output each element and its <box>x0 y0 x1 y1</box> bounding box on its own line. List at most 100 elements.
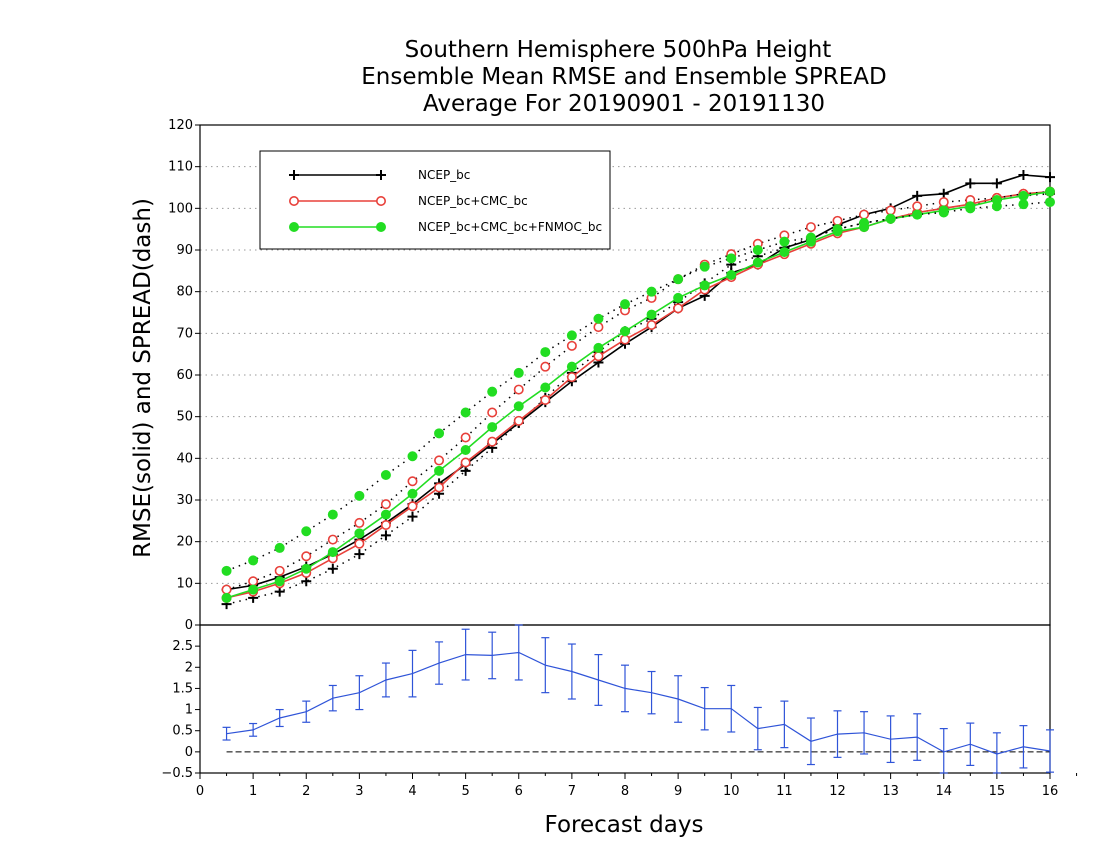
difference-series <box>222 624 1054 774</box>
spread-point <box>487 407 498 418</box>
spread-point <box>380 499 391 510</box>
rmse-point <box>354 528 365 539</box>
spread-point <box>221 565 232 576</box>
rmse-point <box>726 270 737 280</box>
y-tick-label: 2.5 <box>172 639 193 654</box>
rmse-point <box>274 576 285 587</box>
spread-point <box>354 549 365 560</box>
spread-point <box>912 209 923 220</box>
rmse-point <box>938 188 949 199</box>
spread-point <box>460 407 471 418</box>
rmse-point <box>407 488 418 499</box>
spread-point <box>859 217 870 228</box>
rmse-point <box>460 445 471 455</box>
x-tick-label: 4 <box>408 784 416 799</box>
x-axis-label: Forecast days <box>545 812 704 838</box>
spread-point <box>752 245 763 255</box>
spread-line <box>226 201 1051 572</box>
spread-point <box>859 209 870 220</box>
legend-marker <box>375 196 386 207</box>
x-tick-label: 13 <box>882 784 899 799</box>
spread-point <box>593 322 604 333</box>
x-tick-label: 2 <box>302 784 310 799</box>
rmse-point <box>673 303 684 314</box>
y-tick-label: 100 <box>168 201 193 216</box>
rmse-point <box>540 382 551 393</box>
x-tick-label: 7 <box>568 784 576 799</box>
x-tick-label: 10 <box>723 784 740 799</box>
spread-point <box>301 576 312 587</box>
rmse-point <box>487 422 498 433</box>
spread-point <box>434 428 445 439</box>
rmse-point <box>620 326 630 337</box>
y-tick-label: 0 <box>185 745 193 760</box>
spread-point <box>327 534 338 545</box>
spread-point <box>646 286 657 297</box>
spread-point <box>965 203 976 214</box>
rmse-point <box>301 563 312 574</box>
spread-point <box>938 207 949 218</box>
spread-point <box>221 584 232 595</box>
spread-point <box>885 205 896 216</box>
spread-line <box>226 193 1051 605</box>
spread-point <box>513 384 524 395</box>
rmse-point <box>752 257 763 268</box>
y-tick-label: −0.5 <box>161 766 193 781</box>
rmse-point <box>593 342 604 353</box>
spread-point <box>832 215 843 226</box>
x-tick-label: 12 <box>829 784 846 799</box>
spread-point <box>354 490 365 501</box>
spread-point <box>726 253 737 264</box>
y-tick-label: 30 <box>176 493 193 508</box>
spread-point <box>407 511 418 522</box>
spread-point <box>540 347 551 358</box>
rmse-point <box>513 415 524 426</box>
spread-point <box>566 340 577 351</box>
legend-box <box>259 150 611 250</box>
spread-point <box>991 201 1002 212</box>
spread-point <box>460 432 471 443</box>
x-tick-label: 9 <box>674 784 682 799</box>
spread-point <box>301 526 312 537</box>
rmse-point <box>327 547 338 558</box>
spread-point <box>327 509 338 520</box>
x-tick-label: 8 <box>621 784 629 799</box>
rmse-point <box>646 309 657 320</box>
rmse-point <box>1045 186 1055 197</box>
y-tick-label: 80 <box>176 285 193 300</box>
y-tick-label: 40 <box>176 451 193 466</box>
series-3 <box>221 186 1055 603</box>
x-tick-label: 1 <box>249 784 257 799</box>
rmse-point <box>434 465 445 476</box>
rmse-point <box>779 247 790 258</box>
legend-label: NCEP_bc+CMC_bc <box>418 194 528 208</box>
chart-title-line-1: Southern Hemisphere 500hPa Height <box>405 37 832 63</box>
rmse-point <box>380 519 391 530</box>
plot-area: 0102030405060708090100110120−0.500.511.5… <box>161 118 1078 799</box>
spread-point <box>832 224 843 235</box>
spread-point <box>699 261 710 272</box>
rmse-line <box>226 190 1051 599</box>
spread-point <box>380 530 391 541</box>
rmse-point <box>487 436 498 447</box>
y-tick-label: 10 <box>176 576 193 591</box>
rmse-point <box>221 592 232 603</box>
legend-marker <box>288 196 299 207</box>
spread-point <box>407 451 418 462</box>
rmse-point <box>619 334 630 345</box>
rmse-point <box>593 351 604 362</box>
rmse-point <box>1018 170 1029 180</box>
spread-point <box>1045 197 1055 208</box>
spread-point <box>566 330 577 341</box>
spread-line <box>226 190 1051 591</box>
spread-point <box>673 274 684 285</box>
x-tick-label: 0 <box>196 784 204 799</box>
spread-point <box>805 222 816 233</box>
x-tick-label: 5 <box>461 784 469 799</box>
x-tick-label: 14 <box>935 784 952 799</box>
y-tick-label: 50 <box>176 410 193 425</box>
x-tick-label: 3 <box>355 784 363 799</box>
spread-point <box>354 517 365 528</box>
spread-point <box>274 586 285 597</box>
